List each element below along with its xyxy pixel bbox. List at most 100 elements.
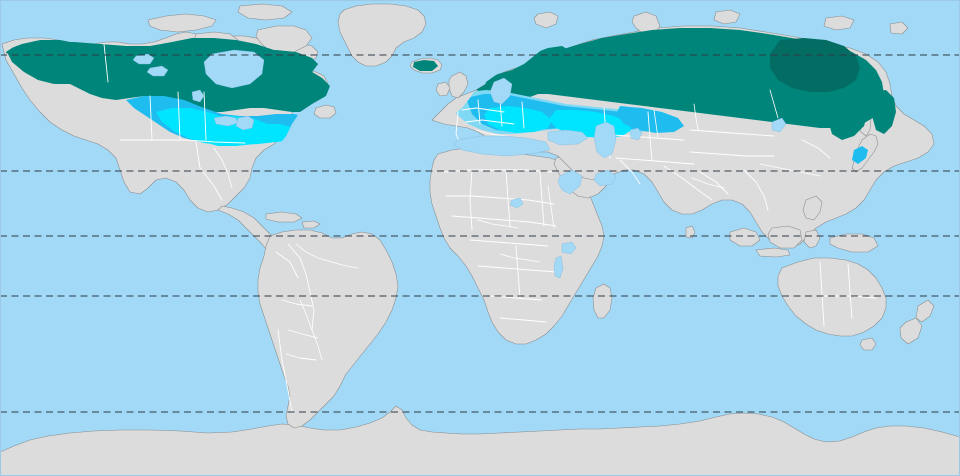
border-gulf [619, 159, 641, 185]
border-congo-south [477, 265, 557, 273]
lake-tanganyika [553, 255, 564, 279]
range-primary-east-siberia-core [770, 38, 860, 92]
range-primary-labrador [248, 50, 326, 110]
border-mongolia-north [689, 129, 775, 137]
range-primary-layer [6, 28, 896, 140]
border-uruguay [285, 353, 317, 361]
lake-winnipeg [191, 89, 205, 103]
landmass-antarctica [0, 405, 960, 476]
border-central-europe-a [461, 107, 505, 113]
border-drc-east [515, 245, 521, 299]
border-germany-east [477, 99, 481, 125]
great-bear-lake [132, 53, 155, 65]
border-alberta-sask [177, 91, 181, 141]
lake-michigan-huron [235, 115, 255, 131]
border-korea [801, 139, 831, 159]
border-indochina [743, 169, 769, 211]
lake-baikal [771, 117, 787, 133]
border-us-mexico [195, 141, 223, 201]
river-yangtze [759, 163, 821, 177]
aral-sea [629, 127, 643, 141]
border-balkans [475, 129, 507, 137]
baltic-sea [489, 77, 513, 105]
lake-chad [509, 197, 524, 209]
landmass-ellesmere [237, 3, 293, 21]
river-parana [299, 299, 323, 361]
border-bc-alberta [149, 95, 153, 141]
rivers-layer [213, 89, 821, 361]
border-paraguay [287, 329, 319, 339]
landmass-borneo [767, 225, 803, 249]
border-zambia [489, 295, 543, 301]
lakes-layer [132, 49, 787, 279]
landmass-sulawesi [803, 229, 821, 249]
landmass-madagascar [592, 283, 613, 319]
landmass-cuba [265, 211, 303, 223]
landmass-svalbard [533, 11, 559, 29]
landmass-great-britain [448, 71, 469, 99]
border-central-europe-b [465, 119, 515, 125]
river-nile [547, 185, 555, 229]
border-niger-chad [505, 169, 511, 227]
border-sudan [539, 171, 545, 227]
range-primary-far-east [828, 94, 868, 140]
border-belarus-east [521, 101, 525, 129]
border-chile-argentina [277, 329, 293, 413]
graticule-layer [0, 54, 960, 413]
internal-borders-layer [103, 43, 877, 413]
landmass-sri-lanka [685, 225, 696, 239]
range-primary-kamchatka [870, 90, 896, 134]
river-ganges [691, 177, 725, 189]
persian-gulf [593, 169, 617, 187]
great-slave-lake [146, 65, 169, 77]
landmass-australia [777, 257, 887, 337]
landmass-new-siberian-islands [823, 15, 855, 31]
landmass-severnaya-zemlya [713, 9, 741, 25]
landmass-south-america [257, 229, 399, 429]
border-south-africa-north [499, 317, 547, 323]
range-primary-alaska [6, 40, 104, 84]
landmass-wrangel-island [889, 21, 909, 35]
landmass-newfoundland [313, 104, 337, 119]
river-amazon [295, 243, 359, 269]
border-guinea-belt [451, 215, 557, 227]
border-sahel [445, 195, 555, 205]
mediterranean-sea [453, 135, 551, 157]
border-poland-east [499, 99, 503, 127]
landmass-africa [429, 147, 605, 345]
hudson-bay [203, 49, 265, 89]
landmass-new-guinea [829, 233, 879, 253]
landmass-greenland [337, 3, 427, 67]
border-wa-sa [819, 261, 825, 327]
border-sask-manitoba [203, 91, 207, 141]
caspian-sea [593, 121, 617, 159]
border-colombia [275, 251, 299, 279]
border-sa-qld [847, 263, 853, 319]
landmass-java [755, 247, 791, 258]
range-secondary-japan-coast [852, 146, 868, 164]
landmass-philippines [802, 195, 823, 221]
red-sea [557, 169, 583, 195]
landmass-baffin-island [255, 25, 313, 55]
border-mongolia-south [689, 151, 775, 157]
landmass-arctic-islands [147, 13, 217, 33]
border-india-east [699, 171, 729, 195]
river-niger [477, 219, 519, 229]
river-ob [653, 109, 659, 139]
border-iran-north [615, 157, 695, 165]
landmass-ireland [435, 81, 451, 97]
landmass-hispaniola [301, 220, 321, 229]
lake-victoria [561, 241, 577, 255]
river-congo [499, 253, 541, 263]
range-primary-iceland [413, 60, 438, 71]
black-sea [547, 129, 589, 146]
river-mississippi [213, 147, 233, 189]
border-mali-west [469, 169, 473, 231]
border-brazil-west [287, 243, 315, 331]
border-us-canada [119, 139, 246, 144]
landmass-sumatra [729, 227, 761, 247]
range-secondary-west-siberia-edge [616, 106, 684, 133]
landmass-tasmania [859, 337, 877, 351]
